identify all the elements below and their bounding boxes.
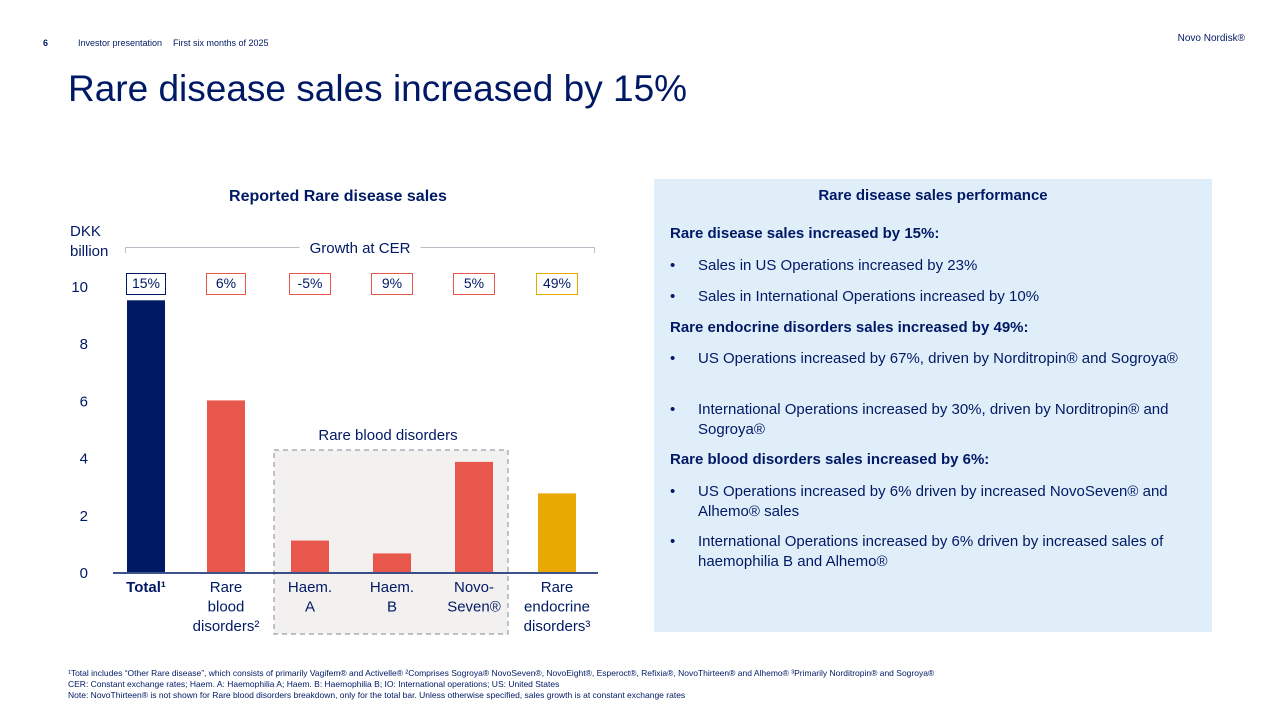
y-tick-label: 2 [80,508,88,525]
y-tick-label: 4 [80,451,88,468]
x-tick-label: Novo- [454,579,494,596]
y-tick-label: 6 [80,393,88,410]
bar-rare-blood-disorders [207,400,245,572]
bar-novoseven [455,462,493,572]
page-title: Rare disease sales increased by 15% [68,68,687,110]
x-tick-label: B [387,599,397,616]
group-label: Rare blood disorders [318,427,457,444]
x-tick-label: Rare [541,579,574,596]
x-tick-label: A [305,599,315,616]
section-label: Investor presentation [78,38,162,48]
y-tick-label: 0 [80,565,88,582]
footnote-2: CER: Constant exchange rates; Haem. A: H… [68,679,559,689]
y-tick-label: 8 [80,336,88,353]
x-tick-label: blood [208,599,245,616]
bar-total [127,300,165,572]
page-number: 6 [43,38,48,48]
x-tick-label: Total¹ [126,579,166,596]
panel-title: Rare disease sales performance [654,187,1212,204]
y-tick-label: 10 [71,279,88,296]
x-tick-label: Rare [210,579,243,596]
footnote-1: ¹Total includes “Other Rare disease”, wh… [68,668,934,678]
panel-heading-1: Rare disease sales increased by 15%: [670,225,939,242]
brand-label: Novo Nordisk® [1178,33,1245,44]
bar-haem-b [373,553,411,572]
x-tick-label: Haem. [370,579,414,596]
footnote-3: Note: NovoThirteen® is not shown for Rar… [68,690,685,700]
period-label: First six months of 2025 [173,38,269,48]
bar-rare-endocrine-disorders [538,493,576,572]
x-tick-label: Haem. [288,579,332,596]
bar-haem-a [291,541,329,572]
panel-heading-2: Rare endocrine disorders sales increased… [670,319,1029,336]
x-tick-label: endocrine [524,599,590,616]
x-tick-label: disorders³ [524,618,591,635]
panel-heading-3: Rare blood disorders sales increased by … [670,451,989,468]
bar-chart: Rare blood disorders 0 2 4 6 8 10 Total¹ Rare blo… [0,180,640,640]
x-tick-label: disorders² [193,618,260,635]
x-tick-label: Seven® [447,599,501,616]
